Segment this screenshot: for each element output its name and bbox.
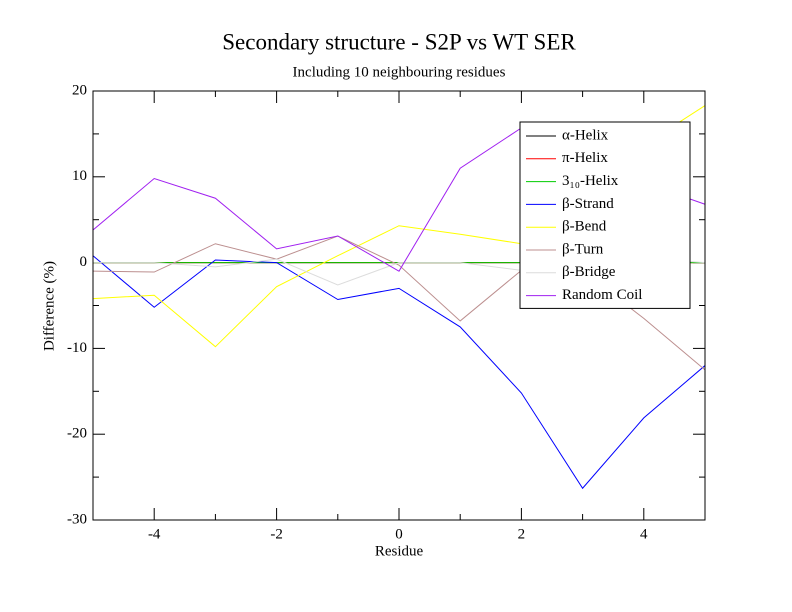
legend-box: [519, 121, 691, 309]
y-tick-label: -10: [67, 340, 87, 356]
x-tick-label: 0: [395, 526, 403, 542]
legend-label: β-Bridge: [562, 264, 616, 280]
y-tick-label: 20: [72, 82, 87, 98]
x-tick-label: -4: [148, 526, 161, 542]
series-line: [92, 255, 706, 490]
y-tick-label: -30: [67, 511, 87, 527]
x-axis-label: Residue: [375, 543, 424, 559]
y-tick-label: -20: [67, 426, 87, 442]
legend-label: π-Helix: [562, 150, 608, 166]
legend-label: α-Helix: [562, 127, 609, 143]
y-axis-label: Difference (%): [41, 261, 57, 351]
chart-subtitle: Including 10 neighbouring residues: [293, 64, 506, 80]
legend-label: β-Strand: [562, 196, 614, 212]
x-tick-label: 4: [640, 526, 648, 542]
y-tick-label: 0: [80, 254, 88, 270]
legend-label: β-Turn: [562, 241, 604, 257]
x-tick-label: -2: [270, 526, 283, 542]
y-tick-label: 10: [72, 168, 87, 184]
legend-label: Random Coil: [562, 287, 642, 303]
legend-label: 3₁₀-Helix: [562, 173, 619, 189]
chart-title: Secondary structure - S2P vs WT SER: [222, 29, 576, 54]
x-tick-label: 2: [518, 526, 526, 542]
legend-label: β-Bend: [562, 219, 607, 235]
plot-frame: [92, 90, 706, 521]
legend: α-Helix π-Helix 3₁₀-Helix β-Strand β-Bend β-T…: [519, 121, 691, 309]
